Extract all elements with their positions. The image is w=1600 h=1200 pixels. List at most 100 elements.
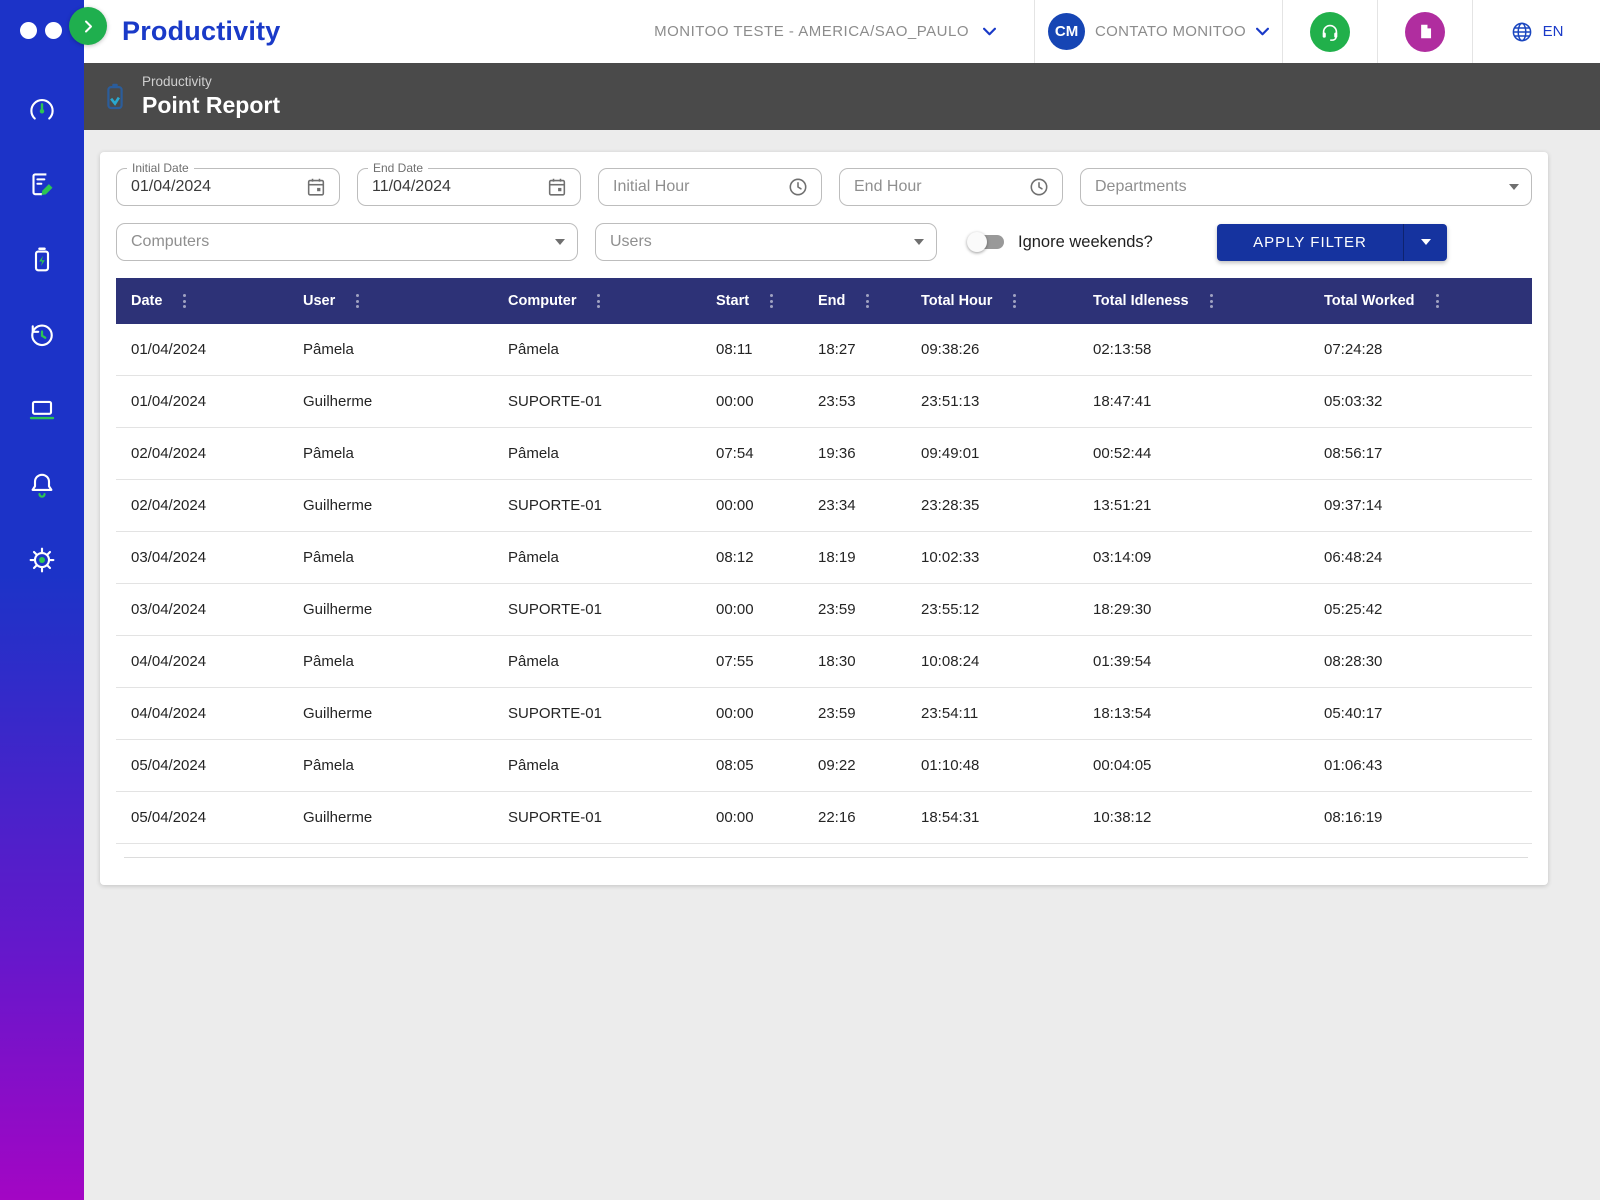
column-menu-icon[interactable] (1433, 291, 1442, 311)
column-header-user: User (295, 291, 500, 311)
calendar-icon[interactable] (546, 176, 568, 198)
table-cell: 09:49:01 (921, 445, 980, 462)
table-cell: 23:51:13 (921, 393, 980, 410)
document-icon (1420, 24, 1431, 39)
departments-select[interactable] (1080, 168, 1532, 206)
topbar: Productivity MONITOO TESTE - AMERICA/SAO… (84, 0, 1600, 63)
table-cell: 03:14:09 (1093, 549, 1152, 566)
column-header-date: Date (116, 291, 295, 311)
table-cell: 18:29:30 (1093, 601, 1152, 618)
column-menu-icon[interactable] (1207, 291, 1216, 311)
column-menu-icon[interactable] (1010, 291, 1019, 311)
clock-icon[interactable] (1028, 176, 1050, 198)
column-header-end: End (810, 291, 913, 311)
clock-icon[interactable] (787, 176, 809, 198)
documents-button[interactable] (1405, 11, 1445, 52)
table-cell: 00:00 (716, 809, 754, 826)
table-cell: 09:22 (818, 757, 856, 774)
table-cell: 01:39:54 (1093, 653, 1152, 670)
table-row[interactable]: 03/04/2024 Guilherme SUPORTE-01 00:00 23:59 2… (116, 584, 1532, 636)
end-hour-input[interactable] (852, 177, 1020, 197)
table-cell: Guilherme (303, 393, 373, 410)
table-cell: 23:54:11 (921, 705, 979, 722)
table-cell: 05:03:32 (1324, 393, 1383, 410)
table-row[interactable]: 01/04/2024 Pâmela Pâmela 08:11 18:27 09:38:26… (116, 324, 1532, 376)
support-button[interactable] (1310, 11, 1350, 52)
table-row[interactable]: 04/04/2024 Pâmela Pâmela 07:55 18:30 10:08:24… (116, 636, 1532, 688)
table-cell: 05/04/2024 (131, 757, 207, 774)
table-cell: 08:05 (716, 757, 754, 774)
table-cell: 04/04/2024 (131, 705, 207, 722)
table-cell: Pâmela (508, 757, 559, 774)
table-cell: 09:37:14 (1324, 497, 1383, 514)
departments-input[interactable] (1093, 177, 1501, 197)
end-date-label: End Date (368, 161, 429, 175)
table-cell: 02:13:58 (1093, 341, 1152, 358)
apply-filter-button[interactable]: APPLY FILTER (1217, 223, 1447, 261)
table-cell: 03/04/2024 (131, 549, 207, 566)
globe-icon (1512, 22, 1531, 41)
sidebar-item-notifications[interactable] (0, 447, 84, 522)
table-row[interactable]: 01/04/2024 Guilherme SUPORTE-01 00:00 23:53 2… (116, 376, 1532, 428)
column-menu-icon[interactable] (863, 291, 872, 311)
gauge-icon (30, 98, 54, 120)
table-cell: 23:53 (818, 393, 856, 410)
language-selector[interactable]: EN (1473, 20, 1600, 44)
initial-hour-input[interactable] (611, 177, 779, 197)
table-row[interactable]: 02/04/2024 Pâmela Pâmela 07:54 19:36 09:49:01… (116, 428, 1532, 480)
table-cell: 18:54:31 (921, 809, 980, 826)
table-row[interactable]: 02/04/2024 Guilherme SUPORTE-01 00:00 23:34 2… (116, 480, 1532, 532)
table-cell: 10:02:33 (921, 549, 980, 566)
table-cell: 18:19 (818, 549, 856, 566)
users-select[interactable] (595, 223, 937, 261)
table-cell: 09:38:26 (921, 341, 980, 358)
computers-input[interactable] (129, 232, 547, 252)
ignore-weekends-label: Ignore weekends? (1018, 232, 1153, 251)
sidebar-item-dashboard[interactable] (0, 72, 84, 147)
column-header-total-worked: Total Worked (1316, 291, 1532, 311)
table-cell: 01/04/2024 (131, 341, 207, 358)
end-date-input[interactable] (370, 177, 538, 197)
end-hour-field (839, 168, 1063, 206)
users-input[interactable] (608, 232, 906, 252)
sidebar-item-productivity[interactable] (0, 222, 84, 297)
sidebar-item-settings[interactable] (0, 522, 84, 597)
divider (1282, 0, 1283, 63)
column-menu-icon[interactable] (180, 291, 189, 311)
ignore-weekends-toggle[interactable] (967, 232, 1004, 252)
table-row[interactable]: 04/04/2024 Guilherme SUPORTE-01 00:00 23:59 2… (116, 688, 1532, 740)
sidebar-item-history[interactable] (0, 297, 84, 372)
chevron-down-icon (983, 27, 996, 36)
avatar: CM (1048, 13, 1086, 50)
table-cell: 01/04/2024 (131, 393, 207, 410)
table-row[interactable]: 05/04/2024 Pâmela Pâmela 08:05 09:22 01:10:48… (116, 740, 1532, 792)
apply-filter-options-button[interactable] (1403, 223, 1447, 261)
tenant-dropdown[interactable]: MONITOO TESTE - AMERICA/SAO_PAULO (654, 23, 1034, 40)
column-menu-icon[interactable] (353, 291, 362, 311)
initial-hour-field (598, 168, 822, 206)
table-cell: 00:00 (716, 497, 754, 514)
table-cell: Pâmela (303, 549, 354, 566)
initial-date-input[interactable] (129, 177, 297, 197)
table-cell: 02/04/2024 (131, 497, 207, 514)
table-row[interactable]: 05/04/2024 Guilherme SUPORTE-01 00:00 22:16 1… (116, 792, 1532, 844)
table-cell: Guilherme (303, 497, 373, 514)
table-cell: SUPORTE-01 (508, 705, 602, 722)
column-label: End (818, 293, 846, 309)
sidebar-item-computers[interactable] (0, 372, 84, 447)
calendar-icon[interactable] (305, 176, 327, 198)
user-menu[interactable]: CM CONTATO MONITOO (1035, 13, 1282, 50)
table-cell: 06:48:24 (1324, 549, 1383, 566)
page-title: Point Report (142, 92, 280, 118)
table-cell: Pâmela (508, 445, 559, 462)
table-row[interactable]: 03/04/2024 Pâmela Pâmela 08:12 18:19 10:02:33… (116, 532, 1532, 584)
table-cell: 05:25:42 (1324, 601, 1383, 618)
divider (1377, 0, 1378, 63)
sidebar-item-reports[interactable] (0, 147, 84, 222)
column-menu-icon[interactable] (767, 291, 776, 311)
table-cell: 18:13:54 (1093, 705, 1152, 722)
column-menu-icon[interactable] (594, 291, 603, 311)
sidebar-expand-button[interactable] (69, 7, 107, 45)
computers-select[interactable] (116, 223, 578, 261)
table-cell: Guilherme (303, 809, 373, 826)
